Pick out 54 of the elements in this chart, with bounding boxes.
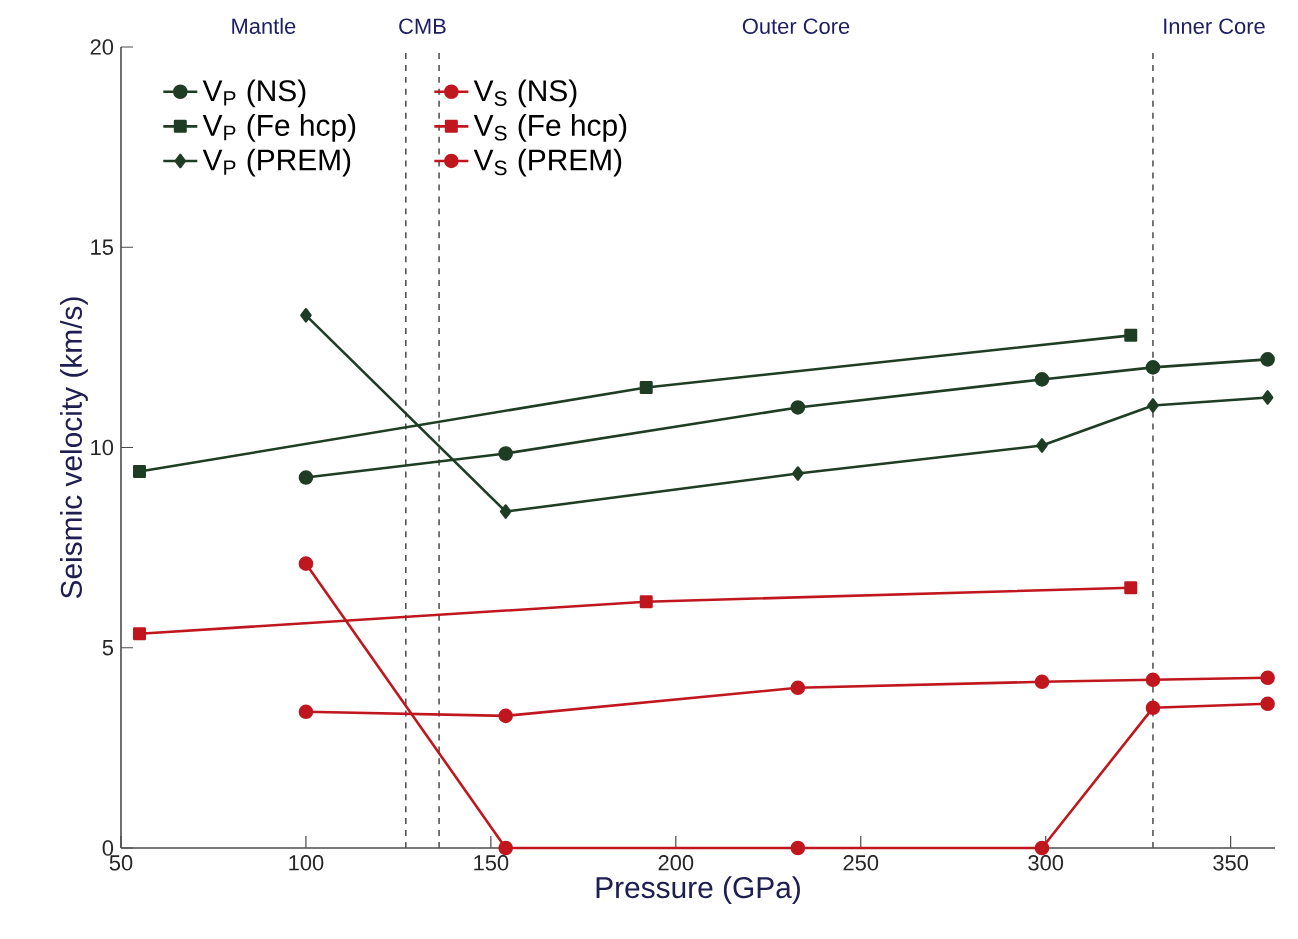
point bbox=[792, 466, 804, 481]
legend-label: V$_{S}$ (NS) bbox=[473, 79, 577, 108]
point bbox=[1145, 672, 1161, 688]
point bbox=[1145, 360, 1161, 375]
point bbox=[1034, 674, 1050, 690]
point bbox=[133, 465, 146, 479]
point bbox=[1260, 670, 1275, 686]
x-axis-title: Pressure (GPa) bbox=[596, 876, 800, 905]
point bbox=[1034, 840, 1050, 856]
text: Inner Core bbox=[1164, 18, 1265, 34]
y-tick-label: 10 bbox=[91, 439, 114, 456]
text: Outer Core bbox=[742, 18, 850, 34]
point bbox=[1260, 352, 1275, 367]
point bbox=[498, 446, 513, 461]
point bbox=[1034, 372, 1050, 387]
y-tick-label: 0 bbox=[102, 840, 114, 856]
point bbox=[133, 627, 146, 641]
point bbox=[499, 504, 512, 519]
point bbox=[1124, 328, 1138, 342]
text: Mantle bbox=[232, 17, 296, 34]
legend-label: V$_{S}$ (Fe hcp) bbox=[473, 114, 627, 142]
point bbox=[298, 556, 314, 571]
text: CMB bbox=[399, 18, 446, 34]
point bbox=[1261, 390, 1274, 405]
y-tick-label: 20 bbox=[90, 39, 114, 55]
x-tick-label: 100 bbox=[289, 855, 324, 871]
point bbox=[790, 680, 806, 696]
point bbox=[639, 380, 653, 394]
point bbox=[498, 840, 513, 856]
legend-label: V$_{S}$ (PREM) bbox=[473, 148, 622, 177]
legend-label: V$_{P}$ (Fe hcp) bbox=[202, 114, 356, 142]
x-tick-label: 350 bbox=[1213, 855, 1249, 871]
x-tick-label: 50 bbox=[109, 855, 133, 871]
x-tick-label: 200 bbox=[658, 855, 694, 871]
point bbox=[298, 704, 314, 720]
y-axis-title: Seismic velocity (km/s) bbox=[60, 297, 88, 599]
point bbox=[790, 400, 806, 415]
point bbox=[1124, 581, 1138, 595]
legend-label: V$_{P}$ (PREM) bbox=[202, 148, 351, 177]
y-tick-label: 15 bbox=[91, 239, 114, 255]
x-tick-label: 150 bbox=[474, 855, 509, 871]
legend-label: V$_{P}$ (NS) bbox=[202, 79, 306, 108]
point bbox=[1036, 438, 1048, 453]
point bbox=[498, 708, 513, 724]
point bbox=[790, 840, 806, 856]
point bbox=[639, 595, 653, 609]
x-tick-label: 250 bbox=[843, 855, 879, 871]
point bbox=[298, 470, 314, 485]
point bbox=[1260, 696, 1275, 712]
point bbox=[300, 308, 312, 323]
point bbox=[1145, 700, 1161, 716]
y-tick-label: 5 bbox=[102, 640, 114, 656]
point bbox=[1147, 398, 1159, 413]
x-tick-label: 300 bbox=[1028, 855, 1064, 871]
